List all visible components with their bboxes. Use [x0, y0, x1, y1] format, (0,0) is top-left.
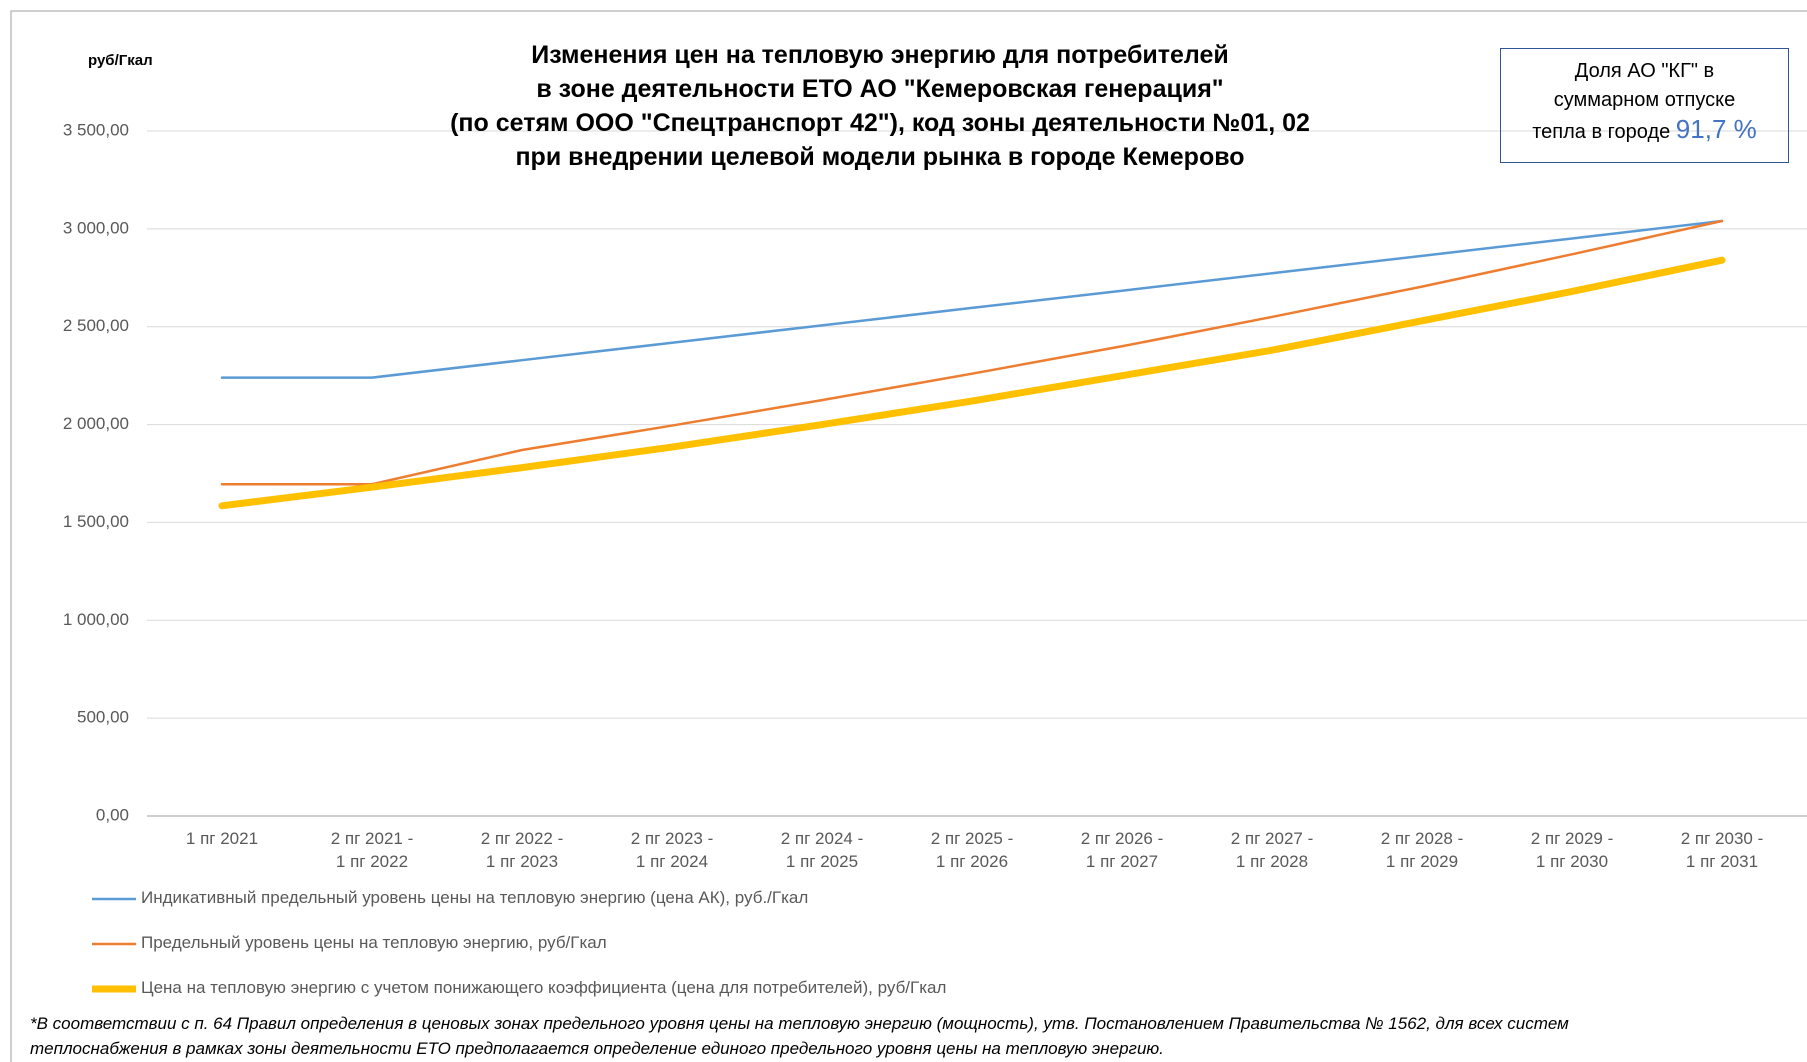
- x-tick-label: 2 пг 2024 - 1 пг 2025: [780, 829, 864, 871]
- y-tick-label: 1 500,00: [63, 512, 129, 531]
- y-tick-label: 3 000,00: [63, 218, 129, 237]
- series-line: [220, 219, 1724, 486]
- x-tick-label: 2 пг 2030 - 1 пг 2031: [1680, 829, 1764, 871]
- footnote: *В соответствии с п. 64 Правил определен…: [30, 1014, 1569, 1058]
- legend-label: Индикативный предельный уровень цены на …: [141, 888, 809, 907]
- x-tick-label: 2 пг 2027 - 1 пг 2028: [1230, 829, 1314, 871]
- y-tick-label: 500,00: [77, 708, 129, 727]
- x-tick-label: 1 пг 2021: [185, 829, 259, 848]
- y-tick-label: 1 000,00: [63, 610, 129, 629]
- x-tick-label: 2 пг 2026 - 1 пг 2027: [1080, 829, 1164, 871]
- y-tick-label: 2 500,00: [63, 316, 129, 335]
- legend-label: Предельный уровень цены на тепловую энер…: [141, 933, 607, 952]
- legend-label: Цена на тепловую энергию с учетом понижа…: [141, 978, 947, 997]
- series-line: [218, 256, 1726, 510]
- share-text: Доля АО "КГ" в суммарном отпуске тепла в…: [1532, 60, 1736, 143]
- x-tick-label: 2 пг 2021 - 1 пг 2022: [330, 829, 414, 871]
- y-tick-label: 3 500,00: [63, 120, 129, 139]
- series-line: [220, 219, 1724, 379]
- chart-border: [10, 10, 1807, 1062]
- y-tick-label: 2 000,00: [63, 414, 129, 433]
- y-axis-label: руб/Гкал: [88, 52, 153, 69]
- x-tick-label: 2 пг 2028 - 1 пг 2029: [1380, 829, 1464, 871]
- chart-title: Изменения цен на тепловую энергию для по…: [450, 41, 1310, 171]
- x-tick-label: 2 пг 2023 - 1 пг 2024: [630, 829, 714, 871]
- x-tick-label: 2 пг 2022 - 1 пг 2023: [480, 829, 564, 871]
- share-box: Доля АО "КГ" в суммарном отпуске тепла в…: [1500, 48, 1789, 163]
- y-tick-label: 0,00: [96, 805, 129, 824]
- x-tick-label: 2 пг 2029 - 1 пг 2030: [1530, 829, 1614, 871]
- x-tick-label: 2 пг 2025 - 1 пг 2026: [930, 829, 1014, 871]
- share-value: 91,7 %: [1675, 114, 1757, 144]
